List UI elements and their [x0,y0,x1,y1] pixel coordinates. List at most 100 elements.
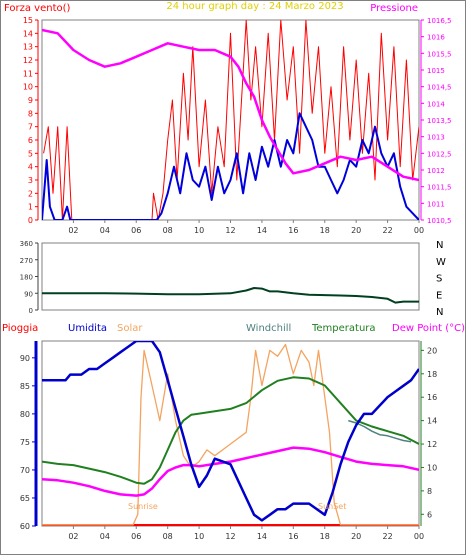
wind-average-line [42,112,419,220]
temp-x-tick-label: 22 [382,532,392,541]
direction-y-tick-label: 0 [29,307,33,315]
wind-x-tick-label: 10 [194,226,204,235]
wind-y-tick-label: 10 [23,83,33,92]
wind-y-tick-label: 4 [28,163,33,172]
temperature-y-tick-label: 20 [427,346,437,355]
sunset-label: SunSet [318,502,346,511]
wind-y-tick-label: 7 [28,123,33,132]
temperature-y-tick-label: 12 [427,440,437,449]
temp-x-tick-label: 14 [257,532,267,541]
wind-y-tick-label: 12 [23,56,33,65]
wind-y-tick-label: 2 [28,189,33,198]
wind-x-tick-label: 06 [131,226,141,235]
pressure-axis-label: Pressione [370,3,418,14]
wind-x-tick-label: 12 [225,226,235,235]
wind-x-tick-label: 00 [414,226,424,235]
direction-y-tick-label: 180 [20,274,33,282]
temperature-y-tick-label: 14 [427,417,437,426]
pressure-y-tick-label: 1014 [427,100,445,108]
wind-y-tick-label: 11 [23,69,33,78]
temperature-y-tick-label: 6 [427,510,432,519]
direction-y-tick-label: 270 [20,257,33,265]
wind-y-tick-label: 8 [28,109,33,118]
direction-letter-1: W [436,257,446,268]
wind-y-tick-label: 13 [23,43,33,52]
humidity-y-tick-label: 85 [20,382,30,391]
humidity-y-tick-label: 80 [20,410,30,419]
humidity-y-tick-label: 70 [20,466,30,475]
wind-y-tick-label: 5 [28,149,33,158]
temperature-line [42,376,419,485]
temp-x-tick-label: 12 [225,532,235,541]
pressure-y-tick-label: 1011,5 [427,184,452,192]
wind-y-tick-label: 9 [28,96,33,105]
wind-direction-line [42,287,419,304]
temperature-humidity-panel: Pioggia Umidita Solar Windchill Temperatura D… [2,323,465,541]
dewpoint-line [42,446,419,497]
wind-y-tick-label: 15 [23,16,33,25]
temperature-y-tick-label: 18 [427,370,437,379]
temp-x-tick-label: 04 [100,532,110,541]
temperature-y-tick-label: 16 [427,393,437,402]
wind-y-tick-label: 6 [28,136,33,145]
direction-letter-2: S [436,274,442,285]
direction-letter-0: N [436,240,443,251]
direction-y-tick-label: 360 [20,240,33,248]
temp-x-tick-label: 18 [320,532,330,541]
temp-x-tick-label: 16 [288,532,298,541]
wind-series-group [42,20,419,220]
wind-y-tick-label: 14 [23,29,33,38]
pressure-y-tick-label: 1015 [427,67,445,75]
wind-x-tick-label: 18 [320,226,330,235]
wind-plot-frame [41,19,420,221]
humidity-line [42,341,419,522]
temp-x-tick-label: 06 [131,532,141,541]
temp-plot-frame [41,340,420,527]
direction-letter-4: N [436,307,443,318]
wind-x-tick-label: 08 [163,226,173,235]
pressure-y-tick-label: 1010,5 [427,217,452,225]
temp-x-tick-label: 00 [414,532,424,541]
wind-gust-line [43,20,419,220]
temp-x-tick-label: 20 [351,532,361,541]
legend-windchill: Windchill [246,323,291,334]
legend-dew-point-c: Dew Point (°C) [392,323,465,334]
wind-pressure-panel: Forza vento() 24 hour graph day : 24 Marz… [4,1,452,235]
pressure-y-tick-label: 1014,5 [427,84,452,92]
pressure-y-tick-label: 1015,5 [427,50,452,58]
legend-umidita: Umidita [68,323,107,334]
pressure-y-tick-label: 1016,5 [427,17,452,25]
direction-plot-frame [41,242,420,311]
pressure-y-tick-label: 1012,5 [427,150,452,158]
humidity-y-tick-label: 65 [20,494,30,503]
legend-pioggia: Pioggia [2,323,38,334]
wind-x-tick-label: 22 [382,226,392,235]
wind-x-tick-label: 16 [288,226,298,235]
temperature-y-tick-label: 8 [427,487,432,496]
humidity-y-tick-label: 60 [20,522,30,531]
wind-y-tick-label: 3 [28,176,33,185]
solar-line [42,343,419,526]
pressure-line [42,28,419,182]
direction-letter-3: E [436,290,442,301]
temp-x-tick-label: 08 [163,532,173,541]
wind-x-tick-label: 04 [100,226,110,235]
wind-y-tick-label: 1 [28,203,33,212]
pressure-y-tick-label: 1013 [427,134,445,142]
legend-temperatura: Temperatura [311,323,376,334]
temp-series-group [42,341,419,526]
wind-x-tick-label: 02 [68,226,78,235]
wind-x-tick-label: 14 [257,226,267,235]
windchill-line [348,419,412,443]
wind-y-tick-label: 0 [28,216,33,225]
humidity-y-tick-label: 90 [20,354,30,363]
direction-y-tick-label: 90 [24,290,33,298]
pressure-y-tick-label: 1016 [427,34,445,42]
temp-x-tick-label: 10 [194,532,204,541]
temperature-y-tick-label: 10 [427,463,437,472]
pressure-y-tick-label: 1012 [427,167,445,175]
humidity-y-tick-label: 75 [20,438,30,447]
